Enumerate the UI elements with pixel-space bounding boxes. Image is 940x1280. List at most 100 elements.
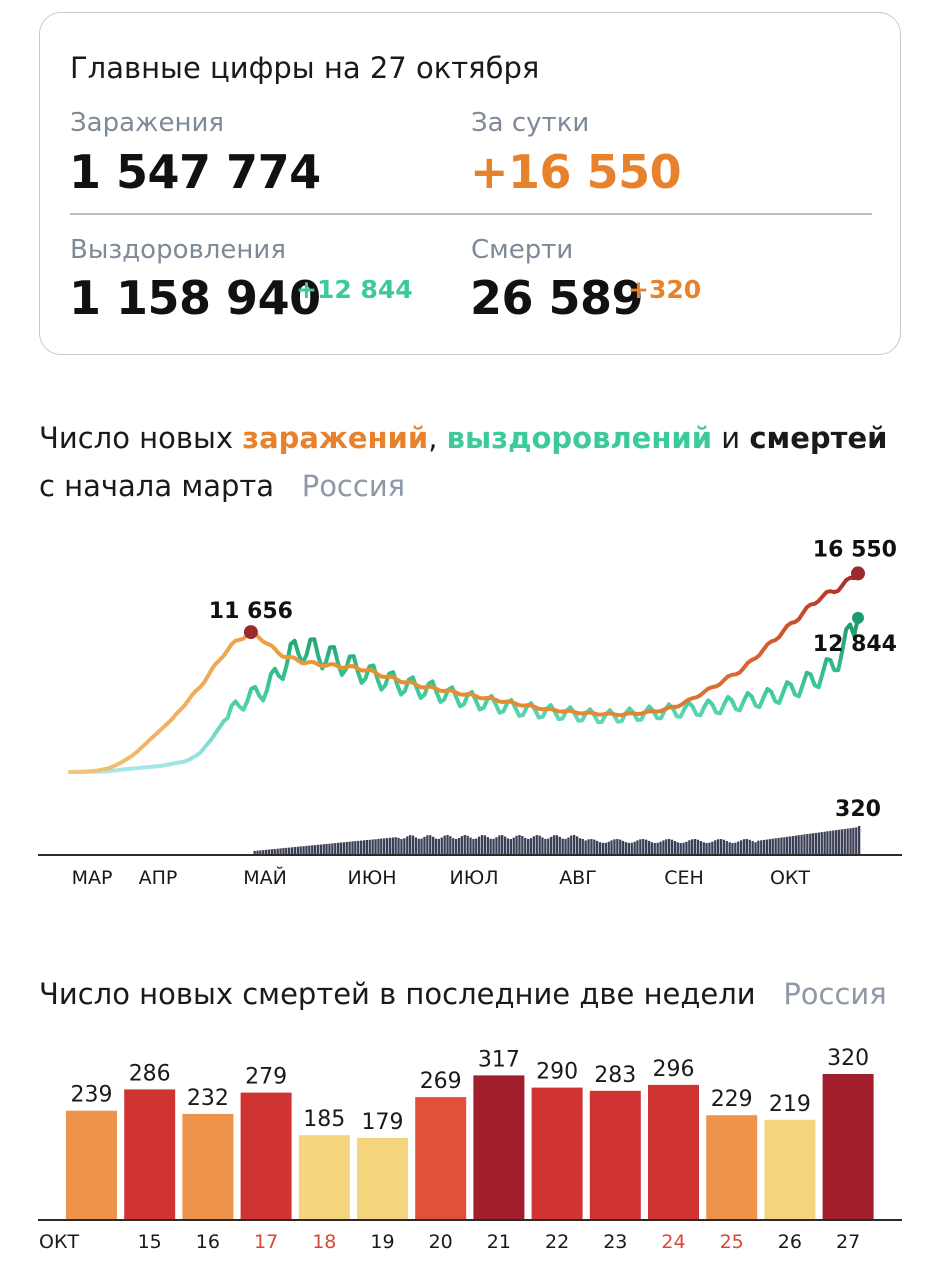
deaths-daily-bar bbox=[535, 835, 538, 855]
x-tick-label: МАЙ bbox=[243, 866, 287, 889]
deaths-daily-bar bbox=[740, 840, 743, 855]
deaths-daily-bar bbox=[630, 842, 633, 855]
deaths-daily-bar bbox=[840, 829, 843, 855]
deaths-daily-bar bbox=[567, 837, 570, 855]
bar-value-label: 239 bbox=[71, 1083, 113, 1108]
deaths-daily-bar bbox=[457, 838, 461, 855]
deaths-daily-bar bbox=[357, 840, 360, 855]
deaths-daily-bar bbox=[616, 839, 619, 855]
bar-x-tick-label: 15 bbox=[138, 1231, 162, 1253]
infections-peak-label: 11 656 bbox=[209, 599, 293, 624]
recoveries-delta: +12 844 bbox=[296, 275, 413, 304]
deaths-daily-bar bbox=[691, 839, 694, 855]
deaths-daily-bar bbox=[650, 842, 653, 855]
deaths-daily-bar bbox=[601, 842, 605, 855]
bar-day-25 bbox=[706, 1115, 758, 1219]
deaths-daily-bar bbox=[777, 837, 780, 855]
deaths-daily-bar bbox=[377, 838, 380, 855]
deaths-daily-bar bbox=[521, 836, 524, 855]
deaths-daily-bar bbox=[728, 842, 731, 855]
deaths-daily-bar bbox=[797, 835, 800, 855]
deaths-daily-bar bbox=[429, 835, 432, 855]
deaths-daily-bar bbox=[607, 841, 610, 855]
deaths-daily-bar bbox=[835, 830, 838, 855]
bar-x-tick-label: 23 bbox=[603, 1231, 627, 1253]
deaths-daily-bar bbox=[731, 843, 734, 855]
bar-x-tick-label: 17 bbox=[254, 1231, 278, 1253]
deaths-daily-bar bbox=[417, 838, 420, 855]
deaths-daily-bar bbox=[843, 829, 846, 855]
deaths-daily-bar bbox=[696, 839, 700, 855]
bar-x-tick-label: ОКТ bbox=[39, 1231, 79, 1253]
deaths-daily-bar bbox=[432, 836, 435, 855]
deaths-daily-bar bbox=[541, 837, 544, 855]
deaths-daily-bar bbox=[679, 843, 682, 855]
deaths-daily-bar bbox=[809, 833, 812, 855]
deaths-daily-bar bbox=[685, 841, 688, 855]
section1-comma: , bbox=[428, 421, 438, 455]
deaths-daily-bar bbox=[368, 839, 371, 855]
deaths-daily-bar bbox=[337, 842, 340, 855]
x-tick-label: АВГ bbox=[559, 867, 597, 889]
bar-value-label: 219 bbox=[769, 1092, 811, 1117]
deaths-daily-bar bbox=[760, 840, 763, 855]
deaths-daily-bar bbox=[406, 836, 409, 855]
deaths-daily-bar bbox=[670, 839, 674, 855]
bar-day-23 bbox=[589, 1090, 641, 1219]
deaths-daily-bar bbox=[814, 832, 818, 855]
deaths-daily-bar bbox=[339, 842, 343, 855]
deaths-daily-bar bbox=[584, 840, 587, 855]
deaths-bars bbox=[253, 826, 861, 855]
x-tick-label: ИЮН bbox=[347, 867, 396, 889]
recoveries-value: 1 158 940 bbox=[69, 271, 321, 325]
deaths-daily-bar bbox=[308, 845, 311, 855]
deaths-daily-bar bbox=[475, 838, 478, 855]
deaths-daily-bar bbox=[512, 837, 515, 855]
bar-x-tick-label: 21 bbox=[487, 1231, 511, 1253]
deaths-daily-bar bbox=[288, 847, 291, 855]
bar-value-label: 269 bbox=[420, 1069, 462, 1094]
deaths-daily-bar bbox=[434, 838, 438, 855]
deaths-daily-bar bbox=[463, 835, 466, 855]
section1-subtitle: с начала марта Россия bbox=[39, 462, 405, 510]
deaths-daily-bar bbox=[423, 836, 426, 855]
deaths-daily-bar bbox=[388, 837, 392, 855]
deaths-daily-bar bbox=[322, 844, 325, 855]
deaths-daily-bar bbox=[783, 837, 786, 855]
deaths-daily-bar bbox=[550, 836, 553, 855]
deaths-daily-bar bbox=[668, 839, 671, 855]
deaths-daily-bar bbox=[403, 838, 406, 855]
deaths-daily-bar bbox=[662, 840, 665, 855]
deaths-daily-bar bbox=[748, 839, 751, 855]
deaths-daily-bar bbox=[529, 838, 533, 855]
deaths-daily-bar bbox=[348, 841, 351, 855]
deaths-daily-bar bbox=[506, 838, 510, 855]
deaths-daily-bar bbox=[737, 841, 740, 855]
deaths-daily-bar bbox=[394, 837, 397, 855]
deaths-daily-bar bbox=[469, 837, 472, 855]
deaths-daily-bar bbox=[590, 839, 593, 855]
infections-last-marker bbox=[851, 566, 865, 581]
deaths-daily-bar bbox=[483, 835, 487, 855]
x-tick-label: АПР bbox=[139, 867, 178, 889]
bar-x-tick-label: 26 bbox=[778, 1231, 802, 1253]
daily-label: За сутки bbox=[471, 108, 590, 138]
deaths-daily-bar bbox=[665, 839, 668, 855]
deaths-daily-bar bbox=[440, 837, 443, 855]
bar-day-14 bbox=[66, 1110, 117, 1219]
deaths-daily-bar bbox=[676, 842, 679, 855]
deaths-daily-bar bbox=[711, 841, 714, 855]
deaths-daily-bar bbox=[714, 840, 717, 855]
bar-x-tick-label: 16 bbox=[196, 1231, 220, 1253]
deaths-daily-bar bbox=[849, 828, 852, 855]
deaths-daily-bar bbox=[642, 839, 645, 855]
deaths-daily-bar bbox=[636, 840, 639, 855]
deaths-daily-bar bbox=[538, 835, 541, 855]
section1-region: Россия bbox=[301, 469, 406, 503]
annotations: 11 656 16 550 12 844 320 bbox=[209, 537, 897, 822]
bar-value-label: 317 bbox=[478, 1047, 520, 1072]
deaths-daily-bar bbox=[331, 843, 334, 855]
deaths-daily-bar bbox=[734, 842, 737, 855]
deaths-daily-bar bbox=[342, 842, 345, 855]
deaths-daily-bar bbox=[564, 838, 567, 855]
